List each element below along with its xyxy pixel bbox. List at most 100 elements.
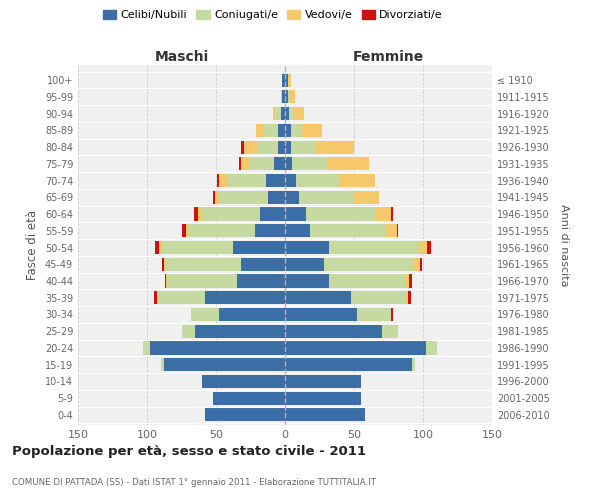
Bar [285,224,310,237]
Text: Popolazione per età, sesso e stato civile - 2011: Popolazione per età, sesso e stato civil… [12,445,366,458]
Bar [281,90,282,104]
Bar [391,308,392,321]
Bar [427,241,431,254]
Bar [397,224,398,237]
Bar [274,158,285,170]
Bar [217,174,219,187]
Bar [256,124,265,137]
Bar [154,291,157,304]
Bar [155,241,160,254]
Bar [182,324,196,338]
Bar [285,190,299,204]
Bar [281,107,285,120]
Bar [285,107,289,120]
Bar [285,208,306,220]
Bar [420,258,422,271]
Legend: Celibi/Nubili, Coniugati/e, Vedovi/e, Divorziati/e: Celibi/Nubili, Coniugati/e, Vedovi/e, Di… [98,6,448,25]
Bar [278,124,285,137]
Bar [202,208,260,220]
Bar [233,241,285,254]
Bar [219,308,285,321]
Bar [285,158,292,170]
Bar [285,90,288,104]
Bar [292,158,328,170]
Bar [285,342,426,354]
Bar [285,274,329,287]
Bar [328,158,369,170]
Bar [249,158,274,170]
Bar [329,241,419,254]
Bar [278,140,285,153]
Bar [340,174,374,187]
Bar [198,208,202,220]
Bar [285,375,361,388]
Bar [409,274,412,287]
Bar [215,190,220,204]
Bar [161,241,233,254]
Bar [157,291,205,304]
Bar [244,140,257,153]
Bar [310,224,386,237]
Bar [161,358,164,372]
Bar [405,274,409,287]
Bar [266,174,285,187]
Bar [254,224,285,237]
Bar [265,124,278,137]
Bar [194,208,198,220]
Bar [288,90,289,104]
Y-axis label: Fasce di età: Fasce di età [26,210,39,280]
Bar [285,241,329,254]
Bar [302,124,322,137]
Bar [382,324,398,338]
Bar [164,258,165,271]
Bar [419,241,427,254]
Bar [275,107,281,120]
Bar [185,224,188,237]
Bar [205,291,285,304]
Bar [165,258,241,271]
Bar [236,274,285,287]
Bar [191,308,219,321]
Bar [188,224,254,237]
Bar [285,258,323,271]
Bar [316,140,354,153]
Bar [282,74,285,86]
Bar [323,258,413,271]
Bar [227,174,266,187]
Bar [289,107,293,120]
Bar [374,208,391,220]
Bar [205,408,285,422]
Bar [272,107,275,120]
Bar [293,107,304,120]
Bar [202,375,285,388]
Bar [412,358,415,372]
Text: Femmine: Femmine [353,50,424,64]
Bar [239,158,241,170]
Bar [285,174,296,187]
Bar [219,174,227,187]
Bar [285,74,288,86]
Bar [182,224,185,237]
Bar [166,274,168,287]
Bar [386,224,397,237]
Bar [285,324,382,338]
Bar [268,190,285,204]
Bar [150,342,285,354]
Bar [160,241,161,254]
Bar [289,90,295,104]
Bar [306,208,374,220]
Bar [408,291,410,304]
Bar [241,158,249,170]
Bar [164,358,285,372]
Bar [288,74,290,86]
Y-axis label: Anni di nascita: Anni di nascita [559,204,569,286]
Text: Maschi: Maschi [154,50,209,64]
Bar [241,258,285,271]
Bar [290,140,316,153]
Bar [285,140,290,153]
Bar [406,291,408,304]
Bar [285,358,412,372]
Bar [299,190,354,204]
Bar [351,291,406,304]
Text: COMUNE DI PATTADA (SS) - Dati ISTAT 1° gennaio 2011 - Elaborazione TUTTITALIA.IT: COMUNE DI PATTADA (SS) - Dati ISTAT 1° g… [12,478,376,487]
